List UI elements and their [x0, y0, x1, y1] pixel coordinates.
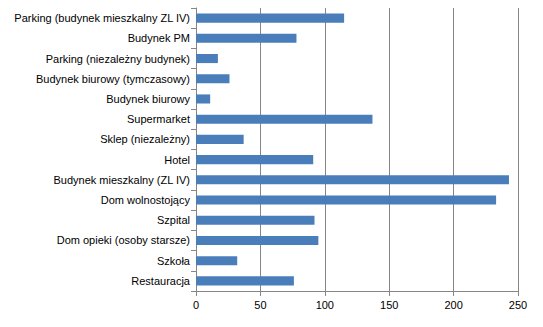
svg-text:Szkoła: Szkoła	[157, 255, 191, 267]
svg-text:Dom wolnostojący: Dom wolnostojący	[101, 194, 191, 206]
svg-text:Szpital: Szpital	[157, 214, 190, 226]
svg-text:250: 250	[509, 299, 527, 311]
svg-text:Budynek mieszkalny (ZL IV): Budynek mieszkalny (ZL IV)	[53, 174, 190, 186]
svg-text:0: 0	[193, 299, 199, 311]
svg-text:Hotel: Hotel	[164, 154, 190, 166]
svg-text:Supermarket: Supermarket	[127, 113, 190, 125]
svg-text:Dom opieki (osoby starsze): Dom opieki (osoby starsze)	[57, 234, 190, 246]
svg-text:Parking (niezależny budynek): Parking (niezależny budynek)	[46, 53, 190, 65]
svg-text:200: 200	[444, 299, 462, 311]
svg-text:Parking (budynek mieszkalny ZL: Parking (budynek mieszkalny ZL IV)	[14, 12, 190, 24]
svg-text:Restauracja: Restauracja	[131, 275, 191, 287]
svg-text:Sklep (niezależny): Sklep (niezależny)	[100, 133, 190, 145]
svg-text:Budynek PM: Budynek PM	[128, 32, 190, 44]
svg-text:100: 100	[316, 299, 334, 311]
svg-text:50: 50	[254, 299, 266, 311]
svg-text:Budynek biurowy (tymczasowy): Budynek biurowy (tymczasowy)	[36, 73, 190, 85]
svg-text:Budynek biurowy: Budynek biurowy	[106, 93, 190, 105]
svg-text:150: 150	[380, 299, 398, 311]
